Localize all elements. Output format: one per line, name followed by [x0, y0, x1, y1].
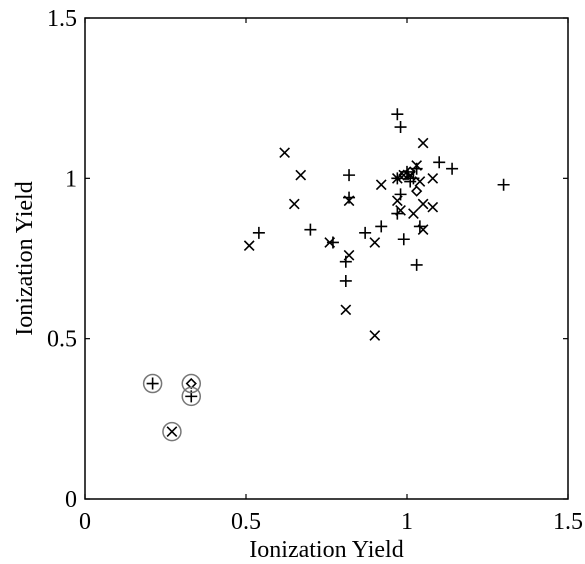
plus-marker — [146, 377, 159, 390]
plus-marker — [343, 169, 356, 182]
plus-marker — [304, 223, 317, 236]
x-marker — [391, 195, 403, 207]
x-marker — [427, 201, 439, 213]
x-marker — [414, 176, 426, 187]
x-marker — [324, 237, 336, 248]
tick-labels: 0 0.5 1 1.5 0 0.5 1 1.5 — [47, 6, 583, 535]
x-marker — [288, 198, 300, 210]
x-marker — [295, 169, 307, 181]
x-marker — [369, 330, 381, 341]
x-tick-label: 0 — [79, 509, 91, 535]
plus-marker — [446, 162, 459, 175]
x-marker — [411, 160, 423, 171]
plus-marker — [394, 121, 407, 134]
highlight-circle — [162, 421, 182, 442]
plot-frame — [84, 17, 569, 500]
x-marker — [279, 147, 291, 159]
x-marker — [391, 172, 403, 184]
x-marker — [417, 198, 429, 210]
x-marker — [404, 169, 416, 181]
plus-marker — [410, 258, 423, 271]
x-tick-label: 1.5 — [553, 509, 583, 535]
highlight-circle — [181, 386, 202, 407]
plus-marker — [375, 220, 388, 233]
x-marker — [243, 240, 255, 252]
x-marker — [343, 249, 355, 261]
highlight-circle — [181, 373, 202, 394]
x-marker — [343, 195, 355, 207]
plus-marker — [497, 178, 510, 191]
x-marker — [417, 137, 429, 149]
plus-marker — [339, 274, 352, 287]
plus-marker — [359, 226, 372, 239]
y-tick-label: 1.5 — [47, 6, 77, 32]
x-marker — [408, 208, 419, 219]
x-tick-label: 1 — [401, 509, 413, 535]
x-axis-label: Ionization Yield — [249, 537, 403, 563]
x-marker — [375, 179, 387, 191]
plus-marker — [391, 108, 404, 121]
y-tick-label: 0.5 — [47, 327, 77, 353]
plus-marker — [433, 156, 446, 169]
x-marker — [369, 237, 381, 248]
diamond-marker — [404, 166, 416, 178]
x-marker — [427, 172, 439, 184]
highlight-circle — [142, 373, 163, 394]
x-marker — [340, 304, 352, 316]
y-tick-label: 1 — [65, 166, 77, 192]
axis-ticks — [84, 17, 569, 500]
x-marker — [417, 224, 429, 236]
x-tick-label: 0.5 — [231, 509, 261, 535]
y-axis-label: Ionization Yield — [12, 181, 38, 335]
data-points — [142, 108, 510, 442]
diamond-marker — [411, 185, 423, 197]
x-marker — [166, 426, 178, 438]
y-tick-label: 0 — [65, 487, 77, 513]
plot-area-border — [84, 17, 569, 500]
x-marker — [395, 205, 406, 216]
plus-marker — [397, 233, 410, 246]
plus-marker — [252, 226, 265, 239]
